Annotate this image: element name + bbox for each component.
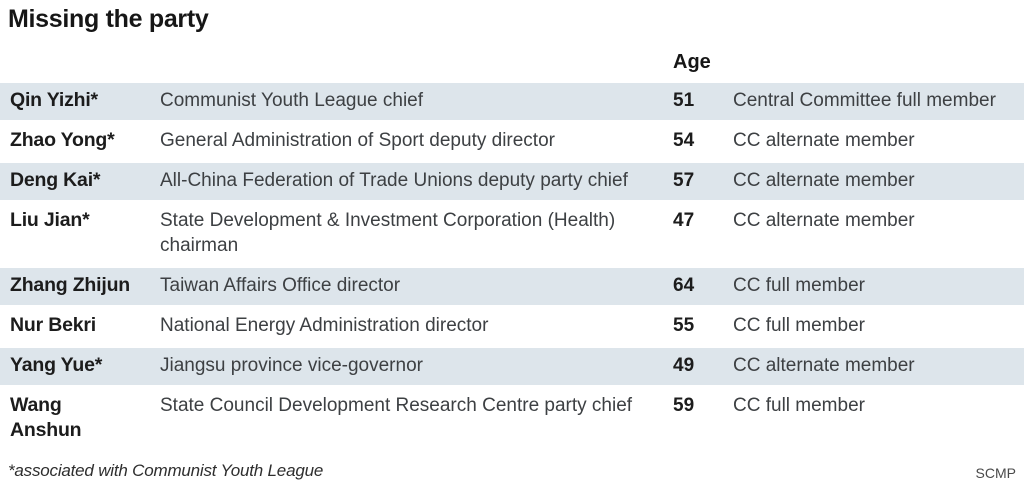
official-age: 51 bbox=[673, 90, 695, 111]
official-name: Yang Yue* bbox=[10, 354, 103, 376]
official-position: Communist Youth League chief bbox=[160, 90, 424, 111]
table-row: Nur Bekri National Energy Administration… bbox=[0, 308, 1024, 348]
table-header-row: Age bbox=[0, 49, 1024, 83]
official-name: Nur Bekri bbox=[10, 314, 96, 336]
table-row: Liu Jian* State Development & Investment… bbox=[0, 203, 1024, 268]
official-name: Deng Kai* bbox=[10, 169, 101, 191]
table-row: Qin Yizhi* Communist Youth League chief … bbox=[0, 83, 1024, 123]
infographic-page: Missing the party Age Qin Yizhi* Communi… bbox=[0, 5, 1024, 485]
official-position: National Energy Administration director bbox=[160, 315, 489, 336]
official-position: Jiangsu province vice-governor bbox=[160, 355, 423, 376]
official-position: General Administration of Sport deputy d… bbox=[160, 130, 555, 151]
table-row: Yang Yue* Jiangsu province vice-governor… bbox=[0, 348, 1024, 388]
table-body: Qin Yizhi* Communist Youth League chief … bbox=[0, 83, 1024, 453]
official-membership: Central Committee full member bbox=[733, 90, 996, 111]
page-title: Missing the party bbox=[8, 5, 209, 33]
official-name: Qin Yizhi* bbox=[10, 89, 98, 111]
table-row: Deng Kai* All-China Federation of Trade … bbox=[0, 163, 1024, 203]
official-age: 59 bbox=[673, 395, 695, 416]
official-age: 64 bbox=[673, 275, 695, 296]
official-age: 55 bbox=[673, 315, 695, 336]
official-membership: CC full member bbox=[733, 275, 865, 296]
official-age: 57 bbox=[673, 170, 695, 191]
official-age: 49 bbox=[673, 355, 695, 376]
official-name: Wang Anshun bbox=[10, 394, 82, 441]
table-row: Zhao Yong* General Administration of Spo… bbox=[0, 123, 1024, 163]
table-row: Zhang Zhijun Taiwan Affairs Office direc… bbox=[0, 268, 1024, 308]
officials-table: Age Qin Yizhi* Communist Youth League ch… bbox=[0, 49, 1024, 453]
source-credit: SCMP bbox=[975, 465, 1016, 481]
official-position: All-China Federation of Trade Unions dep… bbox=[160, 170, 628, 191]
official-position: State Council Development Research Centr… bbox=[160, 395, 633, 416]
official-membership: CC full member bbox=[733, 395, 865, 416]
official-membership: CC alternate member bbox=[733, 170, 915, 191]
official-membership: CC alternate member bbox=[733, 210, 915, 231]
official-position: State Development & Investment Corporati… bbox=[160, 210, 616, 256]
official-membership: CC full member bbox=[733, 315, 865, 336]
official-position: Taiwan Affairs Office director bbox=[160, 275, 401, 296]
table-row: Wang Anshun State Council Development Re… bbox=[0, 388, 1024, 453]
official-name: Zhao Yong* bbox=[10, 129, 115, 151]
official-age: 54 bbox=[673, 130, 695, 151]
footnote: *associated with Communist Youth League bbox=[8, 461, 324, 480]
age-column-header: Age bbox=[673, 51, 711, 73]
official-membership: CC alternate member bbox=[733, 355, 915, 376]
official-age: 47 bbox=[673, 210, 695, 231]
official-membership: CC alternate member bbox=[733, 130, 915, 151]
footer: *associated with Communist Youth League … bbox=[0, 461, 1024, 481]
official-name: Zhang Zhijun bbox=[10, 274, 130, 296]
official-name: Liu Jian* bbox=[10, 209, 90, 231]
